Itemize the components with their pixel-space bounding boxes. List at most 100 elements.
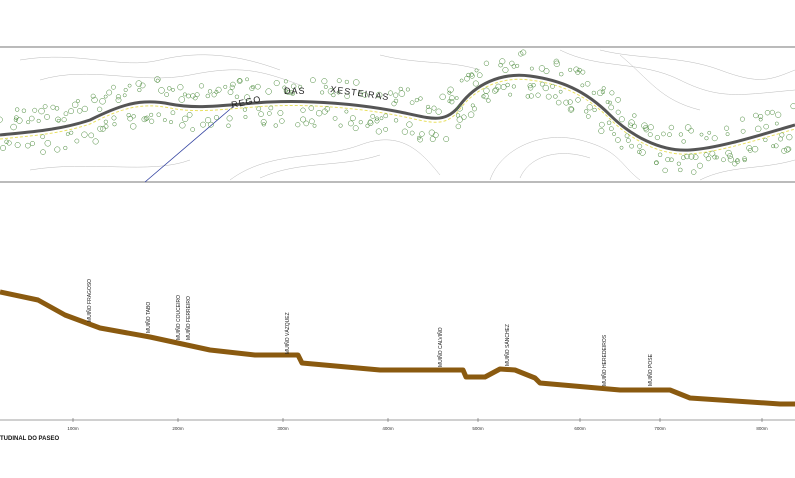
tree <box>285 89 291 96</box>
tree <box>40 134 46 140</box>
tree <box>122 93 127 98</box>
tree <box>81 131 88 138</box>
tree <box>295 122 301 128</box>
tree <box>177 84 184 91</box>
tree <box>393 92 399 98</box>
tree <box>707 130 712 135</box>
tree <box>449 99 455 105</box>
tree <box>170 110 176 116</box>
contour <box>39 69 301 86</box>
tree <box>493 86 500 93</box>
tree <box>612 132 616 136</box>
tree <box>135 80 142 87</box>
tree <box>283 79 288 84</box>
tree <box>63 145 68 151</box>
tree <box>486 98 491 103</box>
tree <box>609 126 614 131</box>
tree <box>619 145 624 150</box>
distance-label: 200m <box>172 426 184 431</box>
tree <box>435 108 442 115</box>
tree <box>447 99 452 104</box>
tree <box>601 86 606 91</box>
tree <box>654 134 660 141</box>
tree <box>580 83 585 88</box>
tree <box>469 73 475 79</box>
tree <box>567 99 573 105</box>
plan-frame <box>0 46 795 183</box>
contour <box>599 49 795 80</box>
tree <box>268 105 274 111</box>
tree <box>625 138 631 143</box>
tree <box>358 120 363 125</box>
tree <box>417 135 421 140</box>
tree <box>409 100 415 105</box>
tree <box>230 81 236 88</box>
tree <box>298 84 303 89</box>
tree <box>734 158 741 164</box>
tree <box>211 92 217 98</box>
tree <box>171 87 175 92</box>
mill-label: MUIÑO FERREIRO <box>185 296 192 340</box>
tree <box>543 68 550 75</box>
tree <box>323 84 328 89</box>
tree <box>668 124 675 131</box>
tree <box>370 114 375 119</box>
tree <box>226 123 231 128</box>
tree <box>431 105 437 111</box>
tree <box>705 156 711 162</box>
tree <box>300 107 306 113</box>
tree <box>353 79 360 86</box>
tree <box>88 132 95 139</box>
tree <box>44 140 52 147</box>
tree <box>632 113 637 118</box>
tree <box>615 96 621 103</box>
tree <box>242 107 248 112</box>
trees <box>0 49 795 175</box>
tree <box>0 145 7 151</box>
tree <box>10 123 17 131</box>
tree <box>256 106 262 112</box>
tree <box>499 58 506 65</box>
tree <box>254 83 261 90</box>
tree <box>383 113 388 119</box>
tree <box>331 92 336 98</box>
tree <box>459 78 464 83</box>
tree <box>91 96 98 104</box>
tree <box>16 117 23 124</box>
tree <box>746 145 753 152</box>
tree <box>432 132 439 139</box>
contour <box>519 153 591 179</box>
mill-label: MUIÑO POSE <box>647 353 654 386</box>
distance-label: 700m <box>654 426 666 431</box>
tree <box>28 115 35 122</box>
tree <box>56 118 61 123</box>
tree <box>678 167 683 173</box>
tree <box>455 123 462 130</box>
contour <box>619 54 701 111</box>
tree <box>555 99 562 106</box>
tree <box>15 107 20 112</box>
tree <box>149 112 154 117</box>
tree <box>379 116 384 121</box>
tree <box>647 132 653 137</box>
tree <box>236 78 243 84</box>
tree <box>456 105 463 112</box>
contour <box>29 159 191 171</box>
tree <box>584 109 589 114</box>
tree <box>76 108 83 114</box>
tree <box>273 123 278 128</box>
tree <box>529 66 534 71</box>
tree <box>308 118 315 125</box>
river-label: DAS <box>284 86 306 96</box>
tree <box>483 60 490 66</box>
tree <box>127 83 132 88</box>
tree <box>61 117 67 123</box>
tree <box>456 116 463 123</box>
tree <box>505 82 510 88</box>
tree <box>158 87 165 94</box>
tree <box>492 88 498 94</box>
tree <box>406 121 413 128</box>
mill-label: MUIÑO COUCEIRO <box>175 295 182 340</box>
tree <box>26 120 31 125</box>
